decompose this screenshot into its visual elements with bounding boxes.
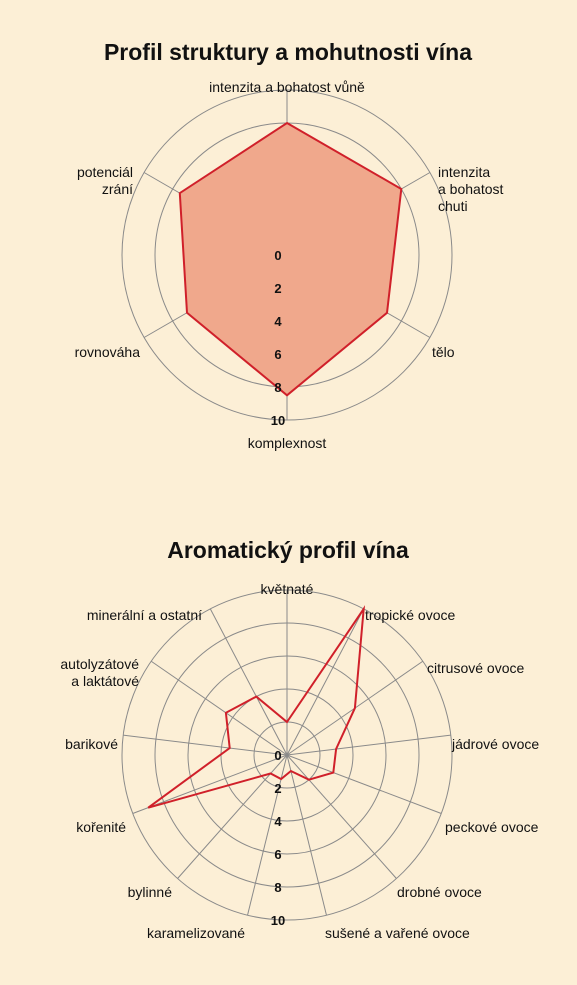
category-label: komplexnost [248,435,327,451]
radial-tick-label: 8 [274,380,281,395]
category-label: sušené a vařené ovoce [325,925,470,941]
chart-title: Profil struktury a mohutnosti vína [104,39,472,65]
radial-tick-label: 0 [274,248,281,263]
radial-tick-label: 2 [274,281,281,296]
radial-tick-label: 6 [274,347,281,362]
radial-tick-label: 4 [274,814,282,829]
category-label: tropické ovoce [365,607,455,623]
radial-tick-label: 6 [274,847,281,862]
structure-radar-chart: Profil struktury a mohutnosti vína 0 2 4 6 8… [75,39,504,451]
category-label: bylinné [128,884,173,900]
axis-spoke [132,754,288,814]
category-label: tělo [432,344,455,360]
aroma-radar-chart: Aromatický profil vína 0 2 4 6 8 10 květnaté tr… [60,537,539,941]
axis-spoke [150,660,288,756]
radial-tick-label: 4 [274,314,282,329]
category-label: peckové ovoce [445,819,539,835]
radial-tick-label: 10 [271,413,285,428]
category-label: jádrové ovoce [451,736,539,752]
category-label: rovnováha [75,344,141,360]
axis-spoke [286,754,327,916]
axis-spoke [209,608,288,756]
axis-spoke [123,734,288,756]
category-label: autolyzátové a laktátové [60,656,139,689]
axis-spoke [286,754,397,879]
series-polygon [147,605,366,809]
category-label: drobné ovoce [397,884,482,900]
category-label: intenzita a bohatost vůně [209,79,365,95]
category-label: kořenité [76,819,126,835]
axis-spoke [286,734,451,756]
category-label: citrusové ovoce [427,660,524,676]
category-label: minerální a ostatní [87,607,202,623]
radial-tick-label: 10 [271,913,285,928]
chart-title: Aromatický profil vína [167,537,409,563]
radial-tick-label: 8 [274,880,281,895]
axis-spoke [247,754,288,916]
radial-tick-label: 2 [274,781,281,796]
category-label: květnaté [261,581,314,597]
axis-spoke [286,754,442,814]
axis-spoke [177,754,288,879]
category-label: intenzita a bohatost chuti [438,164,503,214]
series-polygon [178,121,403,397]
category-label: barikové [65,736,118,752]
radial-tick-label: 0 [274,748,281,763]
axis-spoke [286,608,365,756]
category-label: karamelizované [147,925,245,941]
category-label: potenciál zrání [77,164,133,197]
